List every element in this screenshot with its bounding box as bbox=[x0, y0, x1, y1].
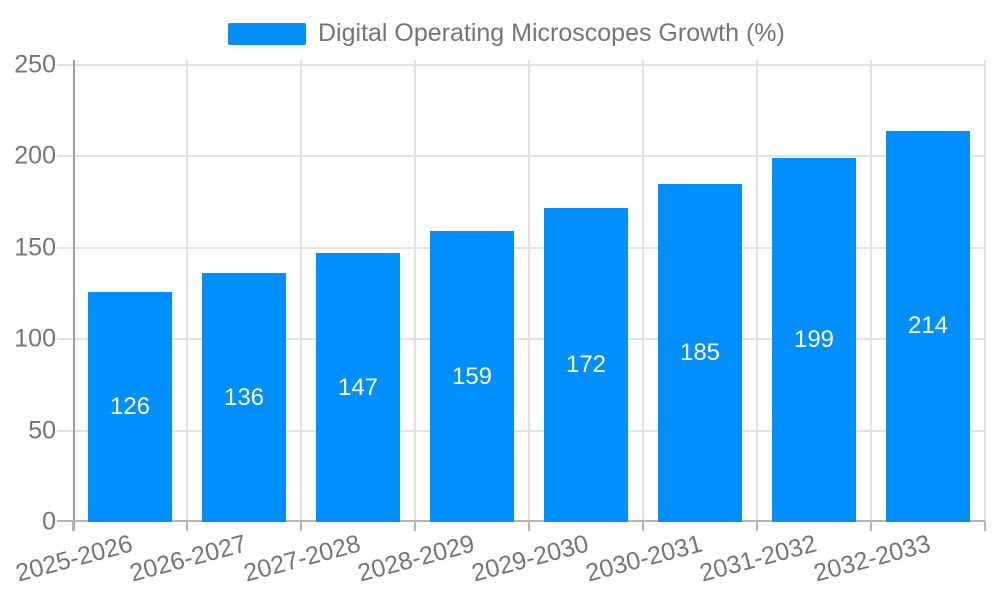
x-axis-tick bbox=[870, 522, 872, 531]
bar[interactable]: 126 bbox=[88, 291, 172, 522]
x-axis-tick bbox=[528, 522, 530, 531]
y-axis-label: 250 bbox=[14, 50, 56, 79]
y-axis-label: 150 bbox=[14, 233, 56, 262]
bar-value-label: 185 bbox=[679, 338, 721, 366]
gridline-vertical bbox=[414, 60, 416, 522]
y-axis-label: 50 bbox=[28, 416, 56, 445]
y-axis-line bbox=[73, 60, 75, 531]
bar[interactable]: 214 bbox=[886, 130, 970, 522]
x-axis-tick bbox=[642, 522, 644, 531]
x-axis-line bbox=[57, 520, 985, 522]
bar[interactable]: 199 bbox=[772, 158, 856, 522]
y-axis-label: 200 bbox=[14, 141, 56, 170]
legend-label: Digital Operating Microscopes Growth (%) bbox=[318, 19, 785, 47]
gridline-vertical bbox=[300, 60, 302, 522]
x-axis-tick bbox=[414, 522, 416, 531]
bar-value-label: 126 bbox=[109, 392, 151, 420]
bar[interactable]: 172 bbox=[544, 207, 628, 522]
legend-item[interactable]: Digital Operating Microscopes Growth (%) bbox=[228, 21, 785, 46]
y-axis-labels: 0 50 100 150 200 250 bbox=[0, 52, 56, 534]
gridline-horizontal bbox=[57, 338, 985, 341]
gridline-horizontal bbox=[57, 155, 985, 158]
gridline-vertical bbox=[984, 60, 986, 522]
y-axis-label: 0 bbox=[42, 507, 56, 536]
bar-value-label: 172 bbox=[565, 350, 607, 378]
x-axis-tick bbox=[186, 522, 188, 531]
bar-value-label: 147 bbox=[337, 373, 379, 401]
gridline-vertical bbox=[186, 60, 188, 522]
gridline-vertical bbox=[756, 60, 758, 522]
bar-value-label: 199 bbox=[793, 326, 835, 354]
bar[interactable]: 147 bbox=[316, 253, 400, 522]
gridline-horizontal bbox=[57, 246, 985, 249]
bar-chart: Digital Operating Microscopes Growth (%)… bbox=[0, 20, 986, 588]
x-axis-tick bbox=[984, 522, 986, 531]
bar-value-label: 159 bbox=[451, 362, 493, 390]
legend-marker-icon bbox=[228, 22, 306, 45]
gridline-horizontal bbox=[57, 64, 985, 66]
bar[interactable]: 185 bbox=[658, 183, 742, 522]
gridline-vertical bbox=[642, 60, 644, 522]
y-axis-label: 100 bbox=[14, 324, 56, 353]
gridline-vertical bbox=[870, 60, 872, 522]
plot-area: 126 136 147 159 172 185 199 214 bbox=[57, 60, 986, 531]
bar-value-label: 136 bbox=[223, 383, 265, 411]
bar[interactable]: 136 bbox=[202, 273, 286, 522]
gridline-vertical bbox=[528, 60, 530, 522]
bar-value-label: 214 bbox=[907, 312, 949, 340]
x-axis-tick bbox=[72, 522, 74, 531]
x-axis-tick bbox=[300, 522, 302, 531]
bar[interactable]: 159 bbox=[430, 231, 514, 522]
gridline-horizontal bbox=[57, 429, 985, 432]
x-axis-tick bbox=[756, 522, 758, 531]
